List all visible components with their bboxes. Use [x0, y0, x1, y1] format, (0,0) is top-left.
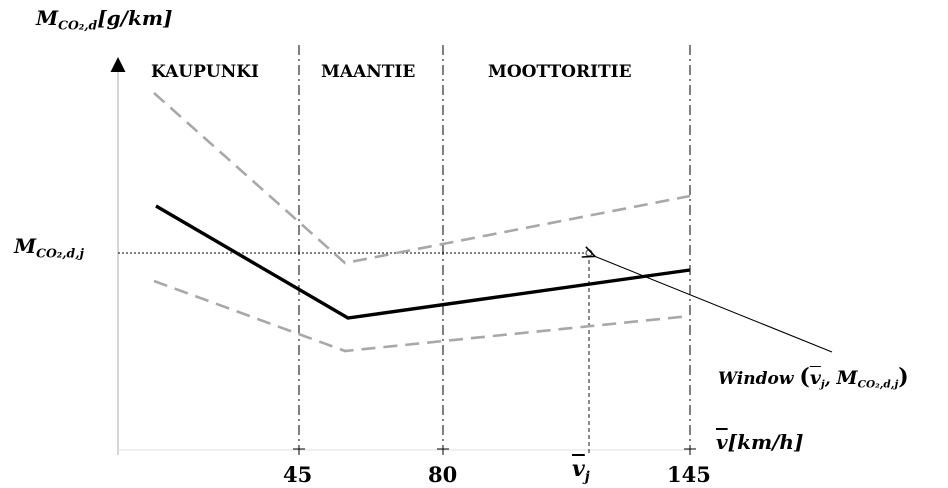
window-annotation-m: M	[836, 367, 858, 389]
tick-label-vj: vj	[572, 456, 590, 485]
window-point	[585, 249, 593, 257]
window-annotation-v: v	[809, 367, 821, 389]
zone-label-maantie: MAANTIE	[321, 62, 416, 82]
y-axis-title-unit: [g/km]	[97, 6, 173, 30]
reference-level-label: MCO₂,d,j	[14, 234, 84, 260]
window-annotation-v-sub: j	[820, 378, 825, 391]
y-axis-title-sub: CO₂,d	[58, 17, 98, 33]
x-axis-title: v[km/h]	[716, 430, 803, 454]
zone-label-moottoritie: MOOTTORITIE	[488, 62, 632, 82]
window-annotation-m-sub: CO₂,d,j	[857, 378, 899, 391]
window-annotation-separator: ,	[824, 369, 837, 389]
y-axis-title: MCO₂,d[g/km]	[36, 6, 172, 32]
tick-label-vj-main: v	[572, 456, 585, 482]
x-axis-title-main: v	[716, 430, 728, 454]
characteristic-curve	[155, 204, 691, 320]
zone-label-kaupunki: KAUPUNKI	[151, 62, 259, 82]
window-annotation-close-paren: )	[898, 364, 909, 390]
tick-label-80: 80	[428, 462, 458, 487]
x-axis-title-unit: [km/h]	[727, 430, 804, 454]
reference-level-label-main: M	[14, 234, 37, 258]
window-annotation-open-paren: (	[799, 364, 810, 390]
lower-tolerance-curve	[153, 279, 691, 353]
reference-level-label-sub: CO₂,d,j	[36, 245, 84, 261]
upper-tolerance-curve	[153, 92, 691, 265]
window-annotation-label: Window (vj, MCO₂,d,j)	[718, 364, 909, 391]
tick-label-145: 145	[667, 462, 711, 487]
tick-label-vj-sub: j	[584, 468, 590, 485]
y-axis-title-main: M	[36, 6, 59, 30]
tick-label-45: 45	[283, 462, 313, 487]
window-annotation-word: Window	[718, 369, 794, 389]
window-annotation-arrow	[594, 256, 833, 353]
